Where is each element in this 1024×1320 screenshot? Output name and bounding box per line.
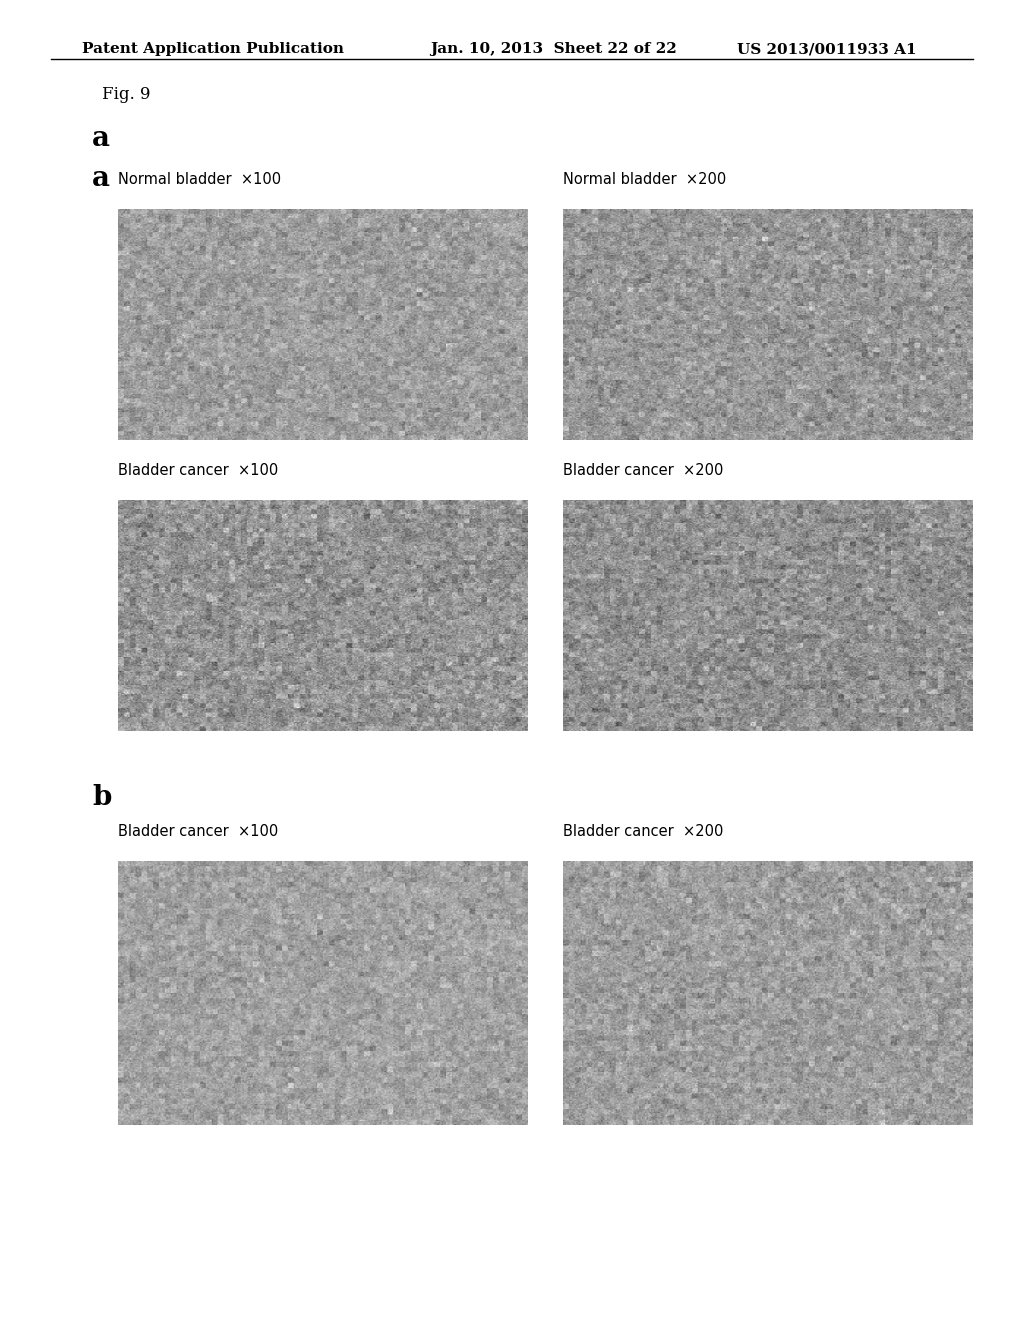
Text: a: a <box>92 125 111 152</box>
Text: Normal bladder  ×100: Normal bladder ×100 <box>118 172 281 186</box>
Text: Bladder cancer  ×200: Bladder cancer ×200 <box>563 463 724 478</box>
Text: Bladder cancer  ×100: Bladder cancer ×100 <box>118 824 278 838</box>
Text: Patent Application Publication: Patent Application Publication <box>82 42 344 57</box>
Text: Bladder cancer  ×100: Bladder cancer ×100 <box>118 463 278 478</box>
Text: US 2013/0011933 A1: US 2013/0011933 A1 <box>737 42 916 57</box>
Text: Bladder cancer  ×200: Bladder cancer ×200 <box>563 824 724 838</box>
Text: Jan. 10, 2013  Sheet 22 of 22: Jan. 10, 2013 Sheet 22 of 22 <box>430 42 677 57</box>
Text: b: b <box>92 784 112 810</box>
Text: a: a <box>92 165 111 191</box>
Text: Normal bladder  ×200: Normal bladder ×200 <box>563 172 726 186</box>
Text: Fig. 9: Fig. 9 <box>102 86 151 103</box>
